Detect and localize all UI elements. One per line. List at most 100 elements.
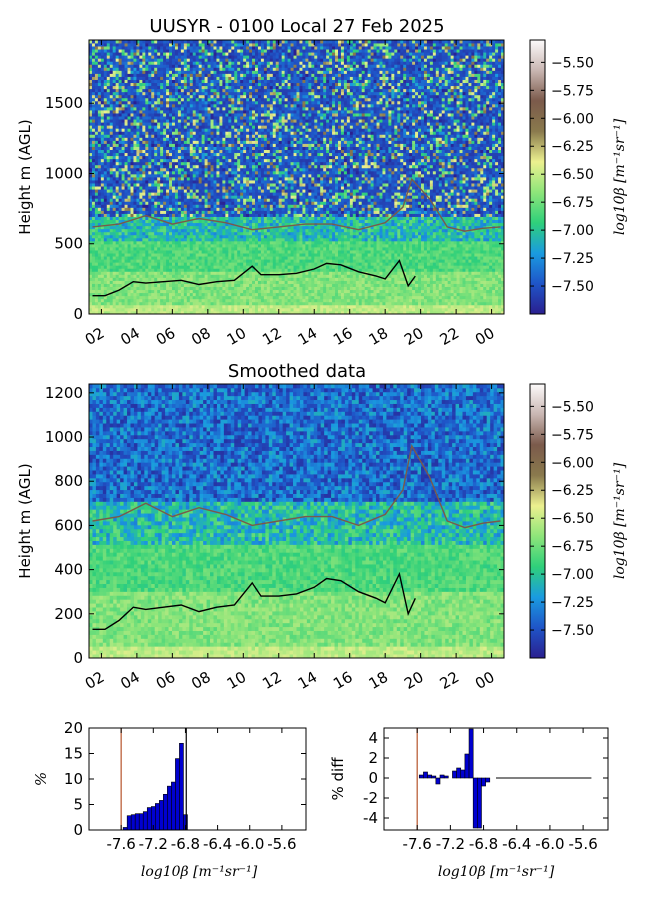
x-tick-label: 08	[188, 324, 214, 349]
x-tick-label: -6.8	[171, 835, 200, 853]
hist-bar	[179, 742, 184, 831]
hist-bar	[452, 770, 457, 779]
x-tick-label: -6.4	[203, 835, 232, 853]
x-tick-label: 02	[82, 668, 108, 693]
colorbar-tick-label: −6.00	[551, 455, 594, 471]
colorbar-tick-label: −7.00	[551, 567, 594, 583]
x-tick-label: -5.6	[568, 835, 597, 853]
hist-bar	[431, 775, 437, 779]
hist-bar	[159, 800, 164, 831]
hist-bar	[167, 785, 172, 831]
hist-bar	[481, 777, 486, 787]
hist-bar	[134, 813, 140, 831]
top-colorbar-label: log10β [m⁻¹sr⁻¹]	[612, 118, 628, 235]
colorbar-tick-label: −5.50	[551, 399, 594, 415]
x-tick-label: 00	[472, 324, 498, 349]
top-y-ticks: 0 500 1000 1500	[45, 94, 504, 323]
hist-bar	[155, 803, 160, 831]
y-tick-label: 10	[64, 770, 83, 788]
x-tick-label: -7.2	[139, 835, 168, 853]
hist-right-bars	[418, 728, 592, 829]
hist-bar	[138, 813, 144, 831]
hist-right-x-ticks: -7.6 -7.2 -6.8 -6.4 -6.0 -5.6	[403, 728, 598, 853]
colorbar-tick-label: −5.50	[551, 55, 594, 71]
upper-layer-line	[92, 443, 501, 529]
x-tick-label: 02	[82, 324, 108, 349]
middle-layer-lines	[92, 443, 501, 630]
colorbar-tick-label: −7.25	[551, 251, 594, 267]
x-tick-label: -7.6	[403, 835, 432, 853]
y-tick-label: -2	[363, 789, 378, 807]
x-tick-label: 12	[259, 324, 285, 349]
colorbar-tick-label: −6.50	[551, 511, 594, 527]
y-tick-label: -4	[363, 809, 378, 827]
hist-bar	[443, 775, 449, 779]
x-tick-label: 10	[224, 668, 250, 693]
hist-bar	[171, 781, 176, 831]
y-tick-label: 0	[73, 821, 83, 839]
x-tick-label: 12	[259, 668, 285, 693]
hist-bar	[423, 771, 428, 779]
hist-bar	[427, 774, 433, 779]
hist-bar	[485, 777, 491, 783]
hist-bar	[175, 758, 180, 831]
colorbar-tick-label: −7.50	[551, 623, 594, 639]
x-tick-label: -7.6	[107, 835, 136, 853]
x-tick-label: 00	[472, 668, 498, 693]
top-colorbar	[529, 39, 546, 315]
x-tick-label: -6.0	[535, 835, 564, 853]
colorbar-tick-label: −6.25	[551, 483, 594, 499]
hist-bar	[477, 777, 482, 829]
y-tick-label: 200	[54, 605, 83, 623]
colorbar-tick-label: −6.75	[551, 539, 594, 555]
colorbar-tick-label: −6.25	[551, 139, 594, 155]
y-tick-label: 2	[368, 749, 378, 767]
y-tick-label: 4	[368, 729, 378, 747]
hist-bar	[460, 769, 466, 779]
x-tick-label: -6.4	[502, 835, 531, 853]
hist-bar	[142, 811, 148, 831]
x-tick-label: 22	[437, 668, 463, 693]
middle-heatmap	[89, 384, 505, 659]
hist-right-frame	[383, 727, 609, 831]
middle-ylabel: Height m (AGL)	[16, 463, 34, 578]
y-tick-label: 0	[368, 769, 378, 787]
hist-left-ylabel: %	[32, 772, 50, 786]
x-tick-label: -5.6	[267, 835, 296, 853]
colorbar-tick-label: −7.50	[551, 279, 594, 295]
x-tick-label: 14	[295, 324, 321, 349]
y-tick-label: 5	[73, 796, 83, 814]
y-tick-label: 0	[73, 649, 83, 667]
x-tick-label: 18	[366, 668, 392, 693]
x-tick-label: 22	[437, 324, 463, 349]
colorbar-tick-label: −6.75	[551, 195, 594, 211]
x-tick-label: -6.0	[235, 835, 264, 853]
x-tick-label: -6.8	[469, 835, 498, 853]
hist-left-x-ticks: -7.6 -7.2 -6.8 -6.4 -6.0 -5.6	[107, 728, 297, 853]
x-tick-label: 04	[117, 324, 143, 349]
hist-bar	[456, 767, 462, 779]
x-tick-label: 06	[153, 324, 179, 349]
hist-bar	[472, 777, 478, 829]
middle-title: Smoothed data	[228, 361, 366, 382]
y-tick-label: 800	[54, 472, 83, 490]
middle-colorbar-ticks: −5.50 −5.75 −6.00 −6.25 −6.50 −6.75 −7.00 −7.25…	[530, 399, 594, 639]
x-tick-label: 18	[366, 324, 392, 349]
upper-layer-line	[92, 177, 501, 232]
hist-right-y-ticks: 4 2 0 -2 -4	[363, 729, 608, 827]
top-layer-lines	[92, 177, 501, 297]
x-tick-label: 10	[224, 324, 250, 349]
y-tick-label: 1500	[45, 94, 83, 112]
middle-y-ticks: 0 200 400 600 800 1000 1200	[45, 384, 504, 667]
hist-right-xlabel: log10β [m⁻¹sr⁻¹]	[438, 864, 555, 880]
hist-bar	[146, 807, 152, 831]
x-tick-label: 06	[153, 668, 179, 693]
x-tick-label: 20	[401, 668, 427, 693]
hist-bar	[439, 774, 445, 779]
y-tick-label: 500	[54, 235, 83, 253]
top-ylabel: Height m (AGL)	[16, 119, 34, 234]
top-plot-frame	[88, 39, 505, 315]
colorbar-tick-label: −6.50	[551, 167, 594, 183]
x-tick-label: 16	[330, 324, 356, 349]
